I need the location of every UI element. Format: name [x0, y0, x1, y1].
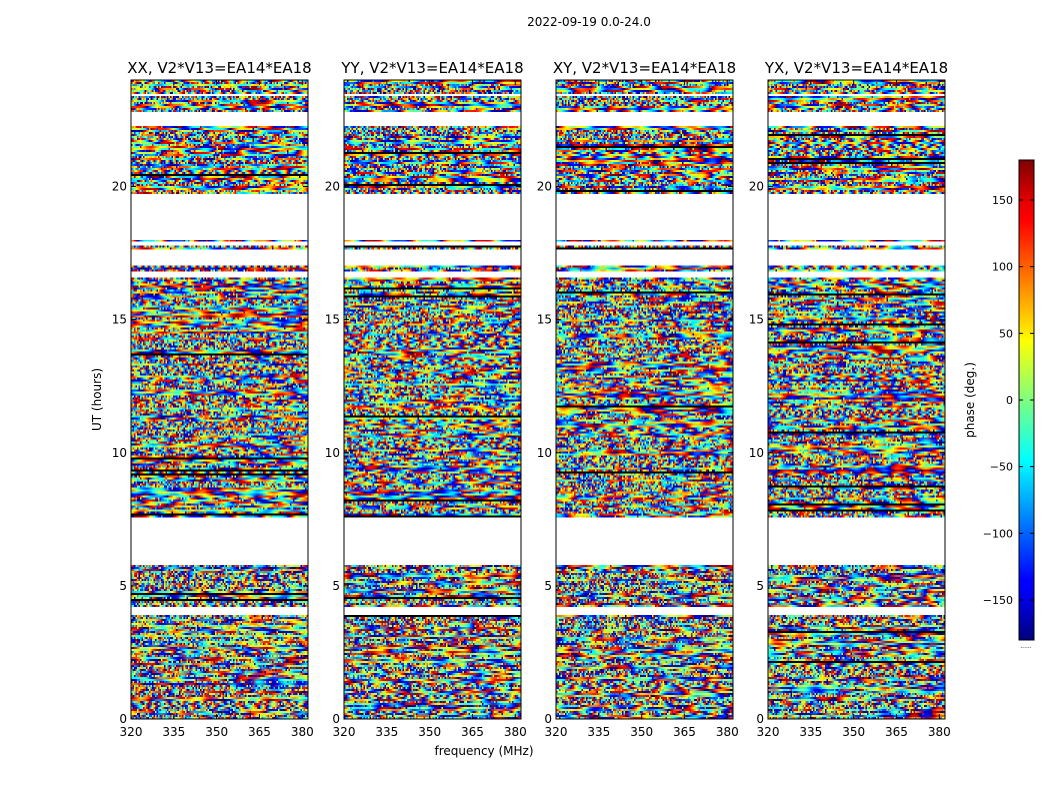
x-tick-label: 380 [291, 725, 314, 739]
x-tick-label: 365 [461, 725, 484, 739]
y-tick-label: 10 [537, 446, 552, 460]
x-tick-label: 335 [375, 725, 398, 739]
y-tick-label: 5 [332, 579, 340, 593]
x-tick-label: 380 [716, 725, 739, 739]
y-tick-label: 5 [544, 579, 552, 593]
panel-4: YX, V2*V13=EA14*EA18 320 335 350 365 380 0 5 10 1… [749, 59, 951, 739]
y-tick-label: 10 [325, 446, 340, 460]
x-axis-label: frequency (MHz) [434, 744, 533, 758]
colorbar-tick-label: −150 [983, 594, 1013, 607]
colorbar-tick-label: −100 [983, 527, 1013, 540]
y-tick-label: 0 [119, 712, 127, 726]
x-tick-label: 320 [120, 725, 143, 739]
panel-frame [767, 79, 946, 720]
x-tick-label: 350 [630, 725, 653, 739]
colorbar-tick-label: 0 [1006, 394, 1013, 407]
y-tick-label: 5 [756, 579, 764, 593]
y-tick-label: 20 [749, 180, 764, 194]
colorbar-label: phase (deg.) [963, 362, 977, 438]
x-tick-label: 365 [673, 725, 696, 739]
heatmap-image [768, 80, 945, 719]
panel-1: XX, V2*V13=EA14*EA18 320 335 350 365 380 0 5 10 1… [90, 59, 314, 739]
y-tick-label: 20 [325, 180, 340, 194]
colorbar-tick-label: 50 [999, 327, 1013, 340]
y-tick-label: 20 [112, 180, 127, 194]
colorbar-tick-label: −50 [990, 461, 1013, 474]
colorbar-tick-label: 150 [992, 194, 1013, 207]
x-tick-label: 320 [545, 725, 568, 739]
panel-frame [343, 79, 522, 720]
y-tick-label: 0 [544, 712, 552, 726]
heatmap-image [344, 80, 521, 719]
x-tick-label: 350 [842, 725, 865, 739]
panel-3: XY, V2*V13=EA14*EA18 320 335 350 365 380 0 5 10 1… [537, 59, 739, 739]
x-tick-label: 320 [757, 725, 780, 739]
y-tick-label: 15 [749, 313, 764, 327]
panel-title: YX, V2*V13=EA14*EA18 [764, 59, 948, 77]
panel-frame [555, 79, 734, 720]
y-tick-label: 15 [112, 313, 127, 327]
x-tick-label: 380 [928, 725, 951, 739]
x-tick-label: 335 [799, 725, 822, 739]
colorbar: −150 −100 −50 0 50 100 150 phase (deg.) ...... [963, 159, 1035, 650]
heatmap-image [556, 80, 733, 719]
panel-title: YY, V2*V13=EA14*EA18 [340, 59, 523, 77]
x-tick-label: 365 [248, 725, 271, 739]
y-axis-label: UT (hours) [90, 368, 104, 431]
x-tick-label: 350 [205, 725, 228, 739]
heatmap-image [131, 80, 308, 719]
panel-title: XX, V2*V13=EA14*EA18 [127, 59, 311, 77]
y-tick-label: 0 [756, 712, 764, 726]
panel-title: XY, V2*V13=EA14*EA18 [553, 59, 736, 77]
colorbar-ticks: −150 −100 −50 0 50 100 150 [983, 194, 1034, 607]
colorbar-tick-label: 100 [992, 261, 1013, 274]
y-tick-label: 10 [749, 446, 764, 460]
y-tick-label: 20 [537, 180, 552, 194]
y-tick-label: 15 [325, 313, 340, 327]
panel-2: YY, V2*V13=EA14*EA18 320 335 350 365 380 0 5 10 1… [325, 59, 527, 739]
panel-frame [130, 79, 309, 720]
x-tick-label: 335 [162, 725, 185, 739]
x-tick-label: 350 [418, 725, 441, 739]
y-tick-label: 15 [537, 313, 552, 327]
x-tick-label: 335 [587, 725, 610, 739]
x-tick-label: 320 [333, 725, 356, 739]
x-tick-label: 365 [885, 725, 908, 739]
y-tick-label: 10 [112, 446, 127, 460]
panels: XX, V2*V13=EA14*EA18 320 335 350 365 380 0 5 10 1… [90, 59, 951, 758]
x-tick-label: 380 [504, 725, 527, 739]
colorbar-extra: ...... [1020, 643, 1032, 650]
y-tick-label: 5 [119, 579, 127, 593]
y-tick-label: 0 [332, 712, 340, 726]
figure-title: 2022-09-19 0.0-24.0 [527, 15, 651, 29]
